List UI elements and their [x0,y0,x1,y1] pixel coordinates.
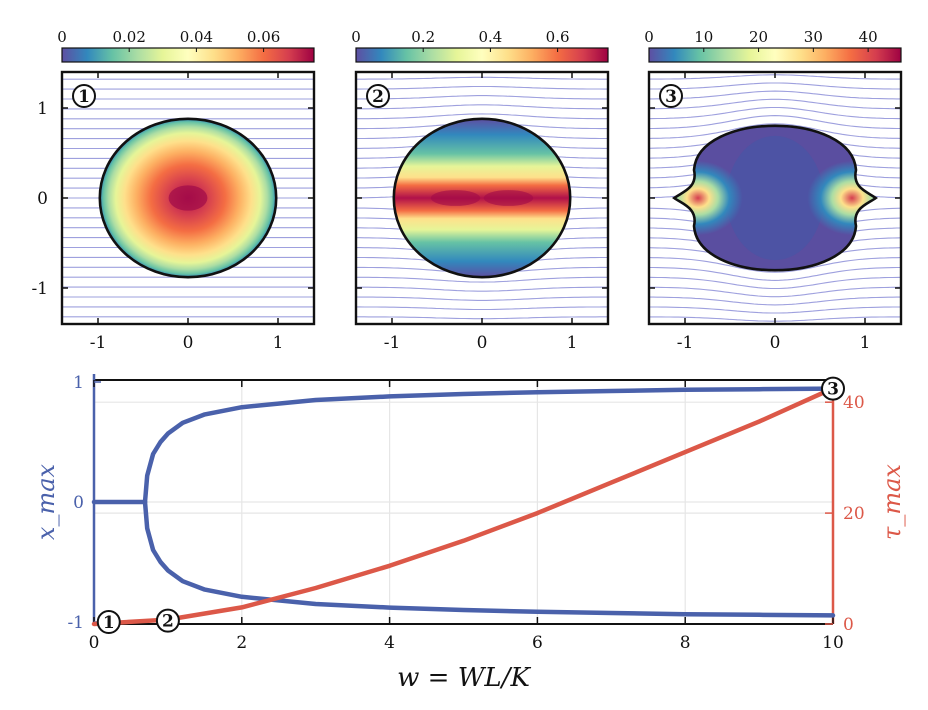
heatmap-panel-3: 0 10 20 30 40 -1 0 1 3 [644,28,903,353]
x-tick-label: 0 [183,333,194,353]
x-tick-label: 10 [822,633,844,653]
panel-marker-circle [659,84,683,108]
right-y-tick-label: 0 [843,615,854,635]
state-marker-label: 2 [162,612,174,632]
colorbar-tick-label: 40 [859,28,878,46]
left-y-tick-label: 1 [73,373,84,393]
streamline [356,85,608,90]
streamline [649,296,901,306]
streamline [356,95,608,100]
colorbar-tick-label: 30 [804,28,823,46]
x-tick-label: 6 [532,633,543,653]
state-marker-label: 1 [103,613,115,633]
series-line [142,499,836,618]
heatmap-core [430,190,481,206]
colorbar [355,47,609,63]
panel-marker-circle [366,84,390,108]
panel-marker-circle [72,84,96,108]
x-tick-label: 1 [567,333,578,353]
heatmap-body [393,118,571,278]
streamline [356,306,608,311]
left-y-axis-label: x_max [32,463,60,540]
streamline [649,257,901,273]
left-y-tick-label: -1 [67,613,84,633]
streamline [356,104,608,110]
heatmap-hotspot-left [674,160,743,236]
x-tick-label: 0 [89,633,100,653]
x-tick-label: 1 [273,333,284,353]
plot-area [62,78,314,318]
streamline [356,113,608,120]
heatmap-inner-tone [726,135,824,261]
right-y-tick-label: 40 [843,393,865,413]
y-tick-label: -1 [31,279,48,299]
colorbar-tick-label: 0 [57,28,67,46]
heatmap-panel-1: 0 0.02 0.04 0.06 -1 0 1 1 0 -1 1 [31,28,316,353]
streamline [356,286,608,292]
body-outline [98,117,278,279]
streamline [649,276,901,290]
colorbar-tick-label: 20 [749,28,768,46]
colorbar-tick-label: 0 [644,28,654,46]
streamline [649,286,901,298]
colorbar-tick-label: 0.04 [180,28,213,46]
colorbar-tick-label: 0.6 [546,28,570,46]
right-y-tick-label: 20 [843,504,865,524]
colorbar-tick-label: 0 [351,28,361,46]
colorbar [648,47,902,63]
x-tick-label: 2 [236,633,247,653]
streamline [649,82,901,90]
heatmap-panel-2: 0 0.2 0.4 0.6 -1 0 1 2 [351,28,610,353]
left-y-tick-label: 0 [73,493,84,513]
right-y-axis-label: τ_max [878,464,906,540]
state-marker-label: 3 [827,380,839,400]
streamline [649,306,901,314]
plot-area [649,74,901,322]
plot-area [356,76,608,320]
streamline [649,115,901,130]
x-tick-label: 4 [384,633,395,653]
heatmap-core [168,185,208,211]
streamline [649,90,901,100]
colorbar-tick-label: 0.02 [112,28,145,46]
colorbar-tick-label: 0.4 [478,28,502,46]
y-tick-label: 1 [37,99,48,119]
x-tick-label: 8 [680,633,691,653]
panel-marker-label: 1 [78,87,90,107]
state-marker-circle [96,610,121,634]
streamline [649,266,901,281]
state-marker-circle [821,376,845,401]
streamline [356,296,608,301]
body-outline [672,124,878,272]
colorbar [61,47,315,63]
heatmap-hotspots [674,135,876,261]
colorbar-tick-label: 0.06 [247,28,280,46]
heatmap-core [483,190,534,206]
x-tick-label: -1 [384,333,401,353]
state-marker-circle [155,608,180,633]
x-tick-label: 1 [860,333,871,353]
x-tick-label: 0 [770,333,781,353]
series-line [142,386,836,505]
heatmap-hotspot-right [807,160,876,236]
y-tick-label: 0 [37,189,48,209]
colorbar-tick-label: 0.2 [411,28,435,46]
series-line [91,386,836,627]
streamline [649,123,901,139]
streamline [649,106,901,120]
x-tick-label: 0 [477,333,488,353]
panel-marker-label: 2 [372,87,384,107]
body-outline [392,117,572,279]
x-tick-label: -1 [677,333,694,353]
x-tick-label: -1 [90,333,107,353]
x-axis-label: w = WL/K [397,663,531,693]
streamline [649,98,901,110]
colorbar-tick-label: 10 [694,28,713,46]
streamline [356,276,608,283]
panel-marker-label: 3 [665,87,677,107]
